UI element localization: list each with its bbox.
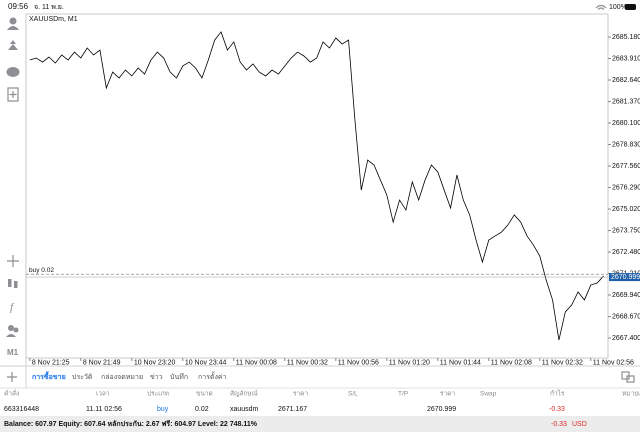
chart-title: XAUUSDm, M1	[29, 16, 78, 23]
bid-label-box	[609, 273, 640, 282]
x-tick-label: 11 Nov 02:56	[593, 359, 634, 366]
table-header: กำไร	[550, 390, 565, 398]
y-tick-label: 2677.560	[612, 163, 640, 170]
table-cell: 11.11 02:56	[86, 406, 122, 413]
y-tick-label: 2672.480	[612, 249, 640, 256]
y-tick-label: 2683.910	[612, 55, 640, 62]
table-header: S/L	[348, 391, 358, 398]
table-cell: -0.33	[549, 406, 565, 413]
order-line-label: buy 0.02	[29, 267, 54, 274]
status-battery: 100%	[609, 4, 627, 11]
table-header: T/P	[398, 391, 408, 398]
indicator-icon[interactable]: f	[10, 302, 15, 314]
y-tick-label: 2678.830	[612, 141, 640, 148]
left-toolbar: f M1	[6, 14, 27, 388]
y-tick-label: 2680.100	[612, 120, 640, 127]
timeframe-button[interactable]: M1	[7, 348, 19, 357]
tab[interactable]: บันทึก	[170, 372, 188, 381]
trade-icon[interactable]	[8, 40, 18, 50]
objects-icon[interactable]	[8, 325, 14, 331]
tab[interactable]: การตั้งค่า	[198, 370, 227, 381]
add-chart-icon[interactable]	[7, 87, 19, 102]
x-tick-label: 10 Nov 23:44	[185, 359, 227, 366]
chart-frame	[25, 13, 609, 359]
table-header: ขนาด	[196, 391, 213, 398]
y-tick-label: 2682.640	[612, 77, 640, 84]
table-header: ราคา	[440, 391, 455, 398]
table-cell: 2671.167	[278, 406, 307, 413]
table-cell: 663316448	[4, 406, 39, 413]
table-header: ประเภท	[147, 391, 169, 398]
x-tick-label: 11 Nov 02:32	[542, 359, 583, 366]
y-tick-label: 2673.750	[612, 227, 640, 234]
table-header: สัญลักษณ์	[230, 390, 258, 398]
tab[interactable]: การซื้อขาย	[32, 370, 66, 381]
y-tick-label: 2685.180	[612, 34, 640, 41]
table-cell: xauusdm	[230, 406, 259, 413]
tab[interactable]: กล่องจดหมาย	[101, 374, 143, 381]
table-cell: 2670.999	[427, 406, 456, 413]
x-tick-label: 11 Nov 01:44	[440, 359, 481, 366]
x-tick-label: 8 Nov 21:49	[83, 359, 121, 366]
x-tick-label: 10 Nov 23:20	[134, 359, 176, 366]
wifi-icon	[595, 4, 607, 10]
candles-icon[interactable]	[8, 279, 12, 287]
balance-currency: USD	[572, 421, 587, 428]
y-tick-label: 2676.290	[612, 184, 640, 191]
y-tick-label: 2681.370	[612, 98, 640, 105]
bid-label: 2670.999	[611, 274, 640, 281]
tab[interactable]: ข่าว	[150, 374, 163, 381]
table-header: หมายเหตุ	[622, 391, 640, 398]
x-tick-label: 11 Nov 00:32	[287, 359, 328, 366]
table-header: เวลา	[96, 391, 110, 398]
price-line	[29, 31, 604, 341]
y-tick-label: 2667.400	[612, 335, 640, 342]
table-header: คำสั่ง	[4, 389, 19, 398]
status-time: 09:56	[8, 2, 29, 11]
table-header: Swap	[480, 391, 497, 398]
table-cell: 0.02	[195, 406, 209, 413]
balance-bar	[0, 416, 640, 432]
balance-profit: -0.33	[551, 421, 567, 428]
x-tick-label: 11 Nov 01:20	[389, 359, 430, 366]
battery-icon	[625, 4, 636, 10]
y-tick-label: 2669.940	[612, 292, 640, 299]
account-icon[interactable]	[9, 17, 17, 25]
table-header: ราคา	[293, 391, 308, 398]
new-order-button[interactable]	[7, 372, 17, 382]
tab[interactable]: ประวัติ	[72, 373, 93, 381]
balance-summary: Balance: 607.97 Equity: 607.64 หลักประกั…	[4, 420, 258, 428]
x-tick-label: 11 Nov 02:08	[491, 359, 532, 366]
x-tick-label: 11 Nov 00:08	[236, 359, 277, 366]
table-cell: buy	[157, 406, 169, 413]
crosshair-icon[interactable]	[7, 255, 19, 267]
y-tick-label: 2675.020	[612, 206, 640, 213]
x-tick-label: 11 Nov 00:56	[338, 359, 379, 366]
y-tick-label: 2668.670	[612, 313, 640, 320]
status-date: จ. 11 พ.ย.	[34, 4, 64, 11]
x-tick-label: 8 Nov 21:25	[32, 359, 70, 366]
chat-icon[interactable]	[6, 67, 20, 77]
